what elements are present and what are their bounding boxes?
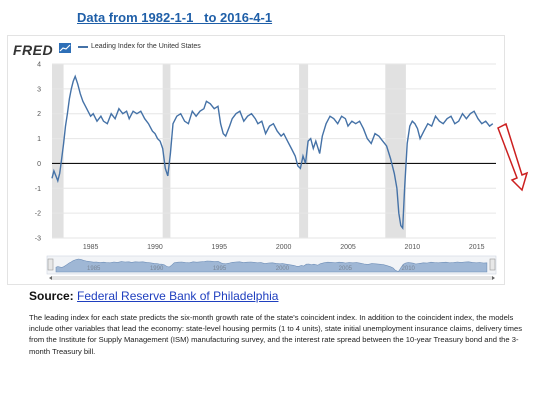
x-tick-label: 1995 [212, 244, 228, 251]
recession-band [385, 64, 406, 238]
navigator-right-handle[interactable] [489, 258, 496, 271]
scroll-right-icon [492, 276, 495, 280]
y-gridlines [52, 63, 496, 239]
y-tick-label: -2 [35, 211, 41, 218]
arrow-shape [497, 122, 529, 192]
x-tick-label: 1990 [147, 244, 163, 251]
recession-band [52, 64, 64, 238]
legend-label: Leading Index for the United States [91, 43, 201, 50]
navigator-tick-label: 1995 [213, 266, 227, 272]
y-tick-label: 1 [37, 136, 41, 143]
fred-logo[interactable]: FRED [13, 42, 54, 58]
x-tick-label: 2005 [340, 244, 356, 251]
navigator-tick-label: 2005 [339, 266, 353, 272]
navigator-tick-label: 2000 [276, 266, 290, 272]
navigator-tick-label: 1985 [87, 266, 101, 272]
source-label: Source: [29, 289, 74, 303]
y-tick-label: -1 [35, 186, 41, 193]
navigator-tick-label: 2010 [402, 266, 416, 272]
y-axis: 4 3 2 1 0 -1 -2 -3 [35, 62, 41, 243]
navigator-series [55, 258, 488, 273]
y-tick-label: 0 [37, 161, 41, 168]
source-link[interactable]: Federal Reserve Bank of Philadelphia [77, 289, 279, 303]
navigator-left-handle[interactable] [47, 258, 54, 271]
y-tick-label: 2 [37, 111, 41, 118]
x-tick-label: 2000 [276, 244, 292, 251]
page-title: Data from 1982-1-1 to 2016-4-1 [77, 10, 273, 25]
chart-legend: Leading Index for the United States [78, 43, 201, 50]
navigator-tick-label: 1990 [150, 266, 164, 272]
range-navigator[interactable]: 1985 1990 1995 2000 2005 2010 [46, 255, 497, 280]
x-tick-label: 2015 [469, 244, 485, 251]
x-tick-label: 2010 [405, 244, 421, 251]
series-line [51, 74, 494, 231]
fred-chart-panel [7, 35, 505, 285]
x-tick-label: 1985 [83, 244, 99, 251]
x-axis: 1985 1990 1995 2000 2005 2010 2015 [83, 244, 485, 251]
y-tick-label: 3 [37, 86, 41, 93]
y-tick-label: 4 [37, 62, 41, 69]
legend-swatch [78, 45, 88, 48]
recession-band [299, 64, 309, 238]
recession-shading [52, 64, 406, 238]
scroll-left-icon [49, 276, 52, 280]
recession-band [162, 64, 171, 238]
navigator-scrollbar[interactable] [52, 276, 492, 280]
description-text: The leading index for each state predict… [29, 313, 522, 356]
source-line: Source: Federal Reserve Bank of Philadel… [29, 289, 278, 303]
fred-logo-chart-icon [59, 43, 71, 53]
y-tick-label: -3 [35, 236, 41, 243]
